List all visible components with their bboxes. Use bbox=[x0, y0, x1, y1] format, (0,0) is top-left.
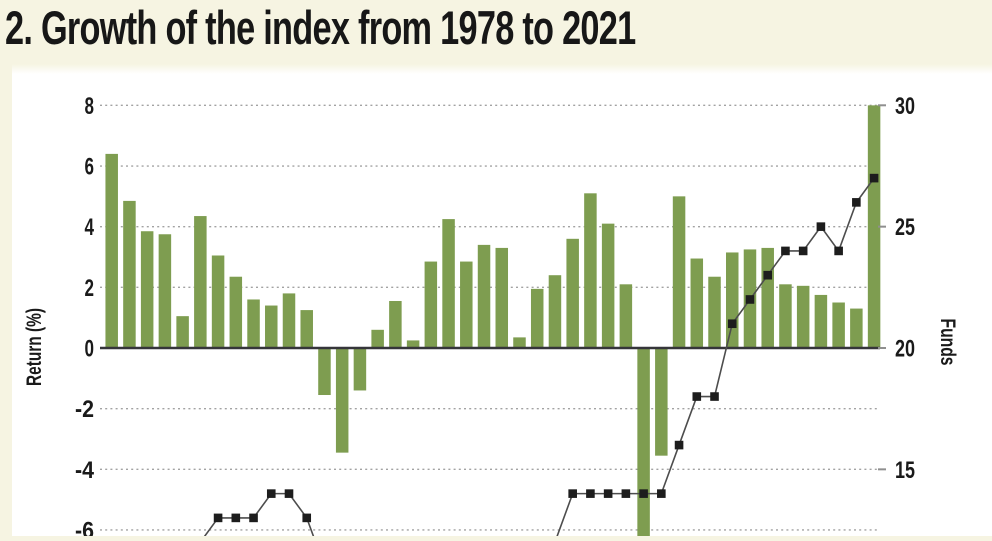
bar-1996 bbox=[424, 261, 438, 348]
bar-1980 bbox=[140, 231, 154, 348]
funds-point-2005 bbox=[586, 489, 595, 498]
bar-2010 bbox=[672, 196, 686, 348]
bar-2000 bbox=[495, 247, 509, 348]
left-axis-tick-label--4: -4 bbox=[75, 457, 95, 484]
funds-point-2014 bbox=[745, 295, 755, 304]
bar-2019 bbox=[832, 302, 845, 348]
bar-2008 bbox=[637, 348, 650, 541]
bar-2007 bbox=[619, 284, 633, 348]
bar-1995 bbox=[406, 340, 420, 348]
right-axis-tick-label-25: 25 bbox=[895, 214, 915, 241]
bar-2020 bbox=[850, 308, 863, 348]
bar-1992 bbox=[353, 348, 367, 391]
bar-1990 bbox=[318, 348, 331, 396]
bar-1989 bbox=[300, 310, 313, 348]
funds-point-1985 bbox=[231, 513, 241, 523]
funds-point-2019 bbox=[834, 246, 843, 256]
bar-1993 bbox=[371, 329, 384, 348]
chart-panel: 8 6 4 2 0 -2 -4 -6 30 25 20 15 Return (%) Funds bbox=[12, 64, 992, 541]
funds-point-2020 bbox=[852, 198, 861, 207]
funds-point-2011 bbox=[692, 392, 702, 401]
funds-point-2008 bbox=[639, 489, 648, 498]
bar-1987 bbox=[265, 305, 278, 348]
bar-1999 bbox=[477, 244, 491, 348]
bar-2013 bbox=[726, 252, 739, 348]
bar-1986 bbox=[247, 299, 260, 348]
page-title: 2. Growth of the index from 1978 to 2021 bbox=[5, 1, 636, 54]
bar-1979 bbox=[123, 200, 136, 348]
bar-2021 bbox=[867, 105, 881, 348]
bar-1985 bbox=[229, 276, 243, 348]
bar-2006 bbox=[601, 223, 615, 348]
left-axis-title: Return (%) bbox=[23, 308, 46, 386]
bar-1988 bbox=[282, 293, 296, 348]
bar-1984 bbox=[211, 255, 225, 348]
bar-2017 bbox=[796, 285, 810, 348]
bar-2002 bbox=[530, 288, 544, 348]
left-axis-tick-label-4: 4 bbox=[85, 214, 95, 241]
bar-2004 bbox=[566, 238, 579, 348]
bar-1994 bbox=[389, 300, 402, 348]
bar-2009 bbox=[655, 348, 668, 456]
bar-1982 bbox=[176, 316, 189, 348]
funds-point-2013 bbox=[727, 319, 737, 329]
funds-point-2004 bbox=[568, 489, 577, 498]
left-axis-tick-label--2: -2 bbox=[75, 396, 94, 423]
bar-2011 bbox=[690, 258, 704, 348]
bar-2018 bbox=[814, 294, 828, 348]
bar-1991 bbox=[335, 348, 349, 453]
funds-point-1988 bbox=[284, 489, 294, 498]
funds-point-2012 bbox=[710, 392, 719, 401]
left-axis-tick-label-0: 0 bbox=[85, 336, 95, 363]
bar-1978 bbox=[105, 153, 118, 348]
bar-1983 bbox=[194, 216, 207, 348]
bar-1998 bbox=[460, 261, 473, 348]
bar-2005 bbox=[584, 193, 597, 348]
bar-2012 bbox=[708, 276, 721, 348]
funds-point-2006 bbox=[603, 489, 613, 498]
bar-1981 bbox=[158, 234, 172, 348]
funds-point-2007 bbox=[621, 489, 631, 498]
left-axis-tick-label--6: -6 bbox=[75, 517, 94, 536]
funds-point-1987 bbox=[266, 489, 276, 498]
funds-point-2015 bbox=[763, 270, 773, 280]
funds-point-1986 bbox=[249, 513, 258, 523]
left-axis-tick-label-6: 6 bbox=[85, 154, 95, 181]
funds-point-2021 bbox=[869, 173, 879, 183]
bar-1997 bbox=[442, 219, 455, 348]
funds-point-2017 bbox=[798, 246, 808, 256]
left-axis-tick-label-8: 8 bbox=[85, 93, 95, 120]
funds-point-1984 bbox=[213, 513, 223, 523]
right-axis-tick-label-15: 15 bbox=[895, 457, 915, 484]
funds-point-1989 bbox=[302, 513, 312, 523]
right-axis-tick-label-30: 30 bbox=[895, 93, 915, 120]
funds-point-2010 bbox=[674, 440, 684, 450]
bar-2015 bbox=[761, 247, 774, 348]
funds-point-2009 bbox=[657, 489, 666, 498]
bar-2003 bbox=[548, 275, 562, 348]
bar-2016 bbox=[779, 284, 792, 348]
right-axis-title: Funds bbox=[936, 319, 959, 366]
right-axis-tick-label-20: 20 bbox=[895, 336, 915, 363]
funds-point-2018 bbox=[816, 222, 826, 231]
funds-point-2016 bbox=[781, 246, 790, 256]
bar-2001 bbox=[513, 337, 526, 348]
left-axis-tick-label-2: 2 bbox=[85, 275, 95, 302]
